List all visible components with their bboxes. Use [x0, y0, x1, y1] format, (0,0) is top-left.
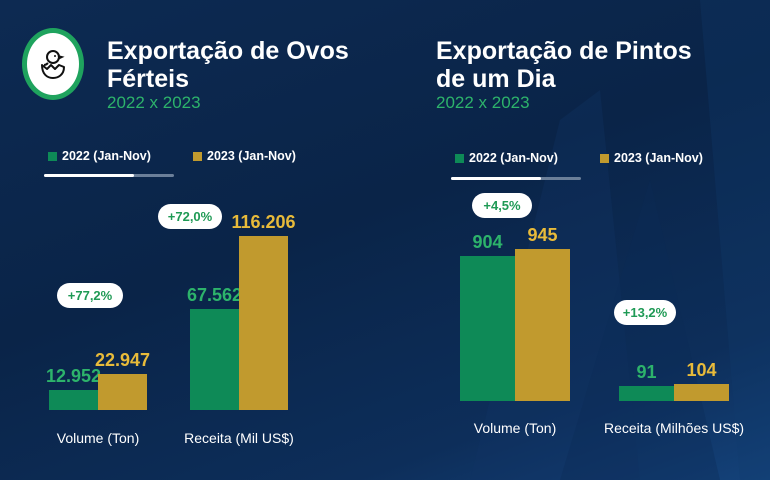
category-label-1: Receita (Milhões US$) — [603, 420, 745, 436]
bar-2022-1 — [619, 386, 674, 401]
right-title-line2: de um Dia — [436, 65, 556, 93]
legend-label-2022: 2022 (Jan-Nov) — [62, 149, 151, 163]
category-label-1: Receita (Mil US$) — [184, 430, 294, 446]
legend-label-2023: 2023 (Jan-Nov) — [207, 149, 296, 163]
bar-2022-1 — [190, 309, 239, 410]
data-label-2023-0: 945 — [527, 225, 558, 245]
bar-2022-0 — [49, 390, 98, 410]
data-label-2023-0: 22.947 — [94, 350, 151, 370]
data-label-2023-1: 116.206 — [231, 212, 296, 232]
left-subtitle: 2022 x 2023 — [107, 93, 201, 112]
right-slider-fill — [451, 177, 541, 180]
right-legend-2023: 2023 (Jan-Nov) — [600, 151, 703, 165]
change-badge-0: +4,5% — [472, 193, 532, 218]
left-title-line2: Férteis — [107, 65, 189, 93]
bar-2023-0 — [98, 374, 147, 410]
change-badge-0: +77,2% — [57, 283, 123, 308]
data-label-2022-1: 67.562 — [186, 285, 243, 305]
data-label-2022-1: 91 — [636, 362, 657, 382]
left-title-line1: Exportação de Ovos — [107, 37, 349, 65]
data-label-2022-0: 12.952 — [45, 366, 102, 386]
bar-2023-1 — [674, 384, 729, 401]
left-legend-2023: 2023 (Jan-Nov) — [193, 149, 296, 163]
bar-2022-0 — [460, 256, 515, 401]
legend-swatch-2023 — [193, 151, 202, 161]
category-label-0: Volume (Ton) — [56, 430, 140, 446]
hatching-chick-icon — [22, 28, 84, 100]
legend-label-2023: 2023 (Jan-Nov) — [614, 151, 703, 165]
change-badge-1: +72,0% — [158, 204, 222, 229]
data-label-2023-1: 104 — [686, 360, 717, 380]
legend-swatch-2023 — [600, 153, 609, 163]
right-title-line1: Exportação de Pintos — [436, 37, 692, 65]
category-label-0: Volume (Ton) — [473, 420, 557, 436]
left-legend-2022: 2022 (Jan-Nov) — [48, 149, 151, 163]
legend-swatch-2022 — [48, 151, 57, 161]
right-legend-2022: 2022 (Jan-Nov) — [455, 151, 558, 165]
left-slider-fill — [44, 174, 134, 177]
legend-swatch-2022 — [455, 153, 464, 163]
bar-2023-1 — [239, 236, 288, 410]
data-label-2022-0: 904 — [472, 232, 503, 252]
change-badge-1: +13,2% — [614, 300, 676, 325]
bar-2023-0 — [515, 249, 570, 401]
right-subtitle: 2022 x 2023 — [436, 93, 530, 112]
legend-label-2022: 2022 (Jan-Nov) — [469, 151, 558, 165]
